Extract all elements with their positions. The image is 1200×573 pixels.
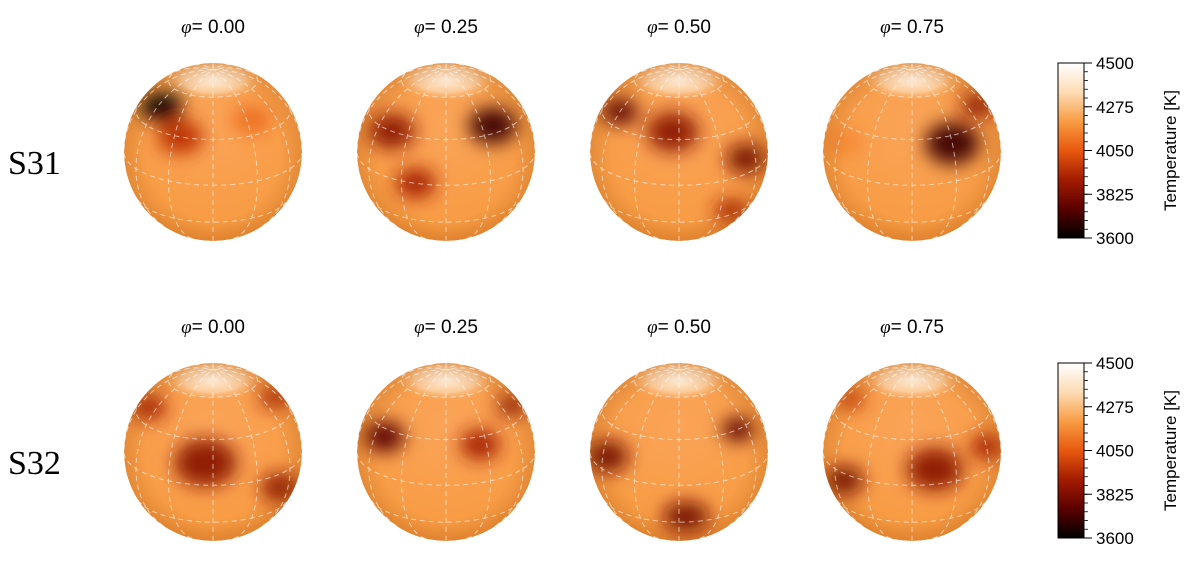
phase-label: φ= 0.75 xyxy=(880,17,944,38)
colorbar-tick-label: 3825 xyxy=(1096,485,1134,504)
colorbar-tick-label: 3600 xyxy=(1096,229,1134,248)
coordinate-grid xyxy=(590,363,768,541)
colorbar: 4500 4275 4050 3825 3600 Temperature [K] xyxy=(1057,54,1180,248)
colorbar-tick-label: 3600 xyxy=(1096,529,1134,548)
colorbar-tick-label: 4050 xyxy=(1096,442,1134,461)
coordinate-grid xyxy=(124,363,302,541)
row-label: S32 xyxy=(8,445,61,482)
coordinate-grid xyxy=(357,363,535,541)
phase-label: φ= 0.75 xyxy=(880,317,944,338)
phase-label: φ= 0.25 xyxy=(414,17,478,38)
colorbar-scale xyxy=(1057,62,1085,239)
phase-label: φ= 0.25 xyxy=(414,317,478,338)
row-label: S31 xyxy=(8,145,61,182)
colorbar-title: Temperature [K] xyxy=(1161,90,1180,211)
coordinate-grid xyxy=(357,63,535,241)
colorbar-title: Temperature [K] xyxy=(1161,390,1180,511)
colorbar-tick-label: 4275 xyxy=(1096,98,1134,117)
stellar-disk: φ= 0.25 xyxy=(357,17,535,241)
phase-label: φ= 0.50 xyxy=(647,317,711,338)
phase-label: φ= 0.00 xyxy=(181,317,245,338)
colorbar-tick-label: 4500 xyxy=(1096,54,1134,73)
phase-label: φ= 0.50 xyxy=(647,17,711,38)
colorbar-scale xyxy=(1057,362,1085,539)
coordinate-grid xyxy=(823,363,1001,541)
stellar-disk: φ= 0.50 xyxy=(590,317,768,541)
colorbar-tick-label: 4275 xyxy=(1096,398,1134,417)
phase-label: φ= 0.00 xyxy=(181,17,245,38)
stellar-disk: φ= 0.75 xyxy=(823,317,1001,541)
stellar-disk: φ= 0.00 xyxy=(124,17,302,241)
colorbar: 4500 4275 4050 3825 3600 Temperature [K] xyxy=(1057,354,1180,548)
coordinate-grid xyxy=(124,63,302,241)
coordinate-grid xyxy=(590,63,768,241)
colorbar-tick-label: 4050 xyxy=(1096,142,1134,161)
stellar-disk: φ= 0.50 xyxy=(590,17,768,241)
stellar-disk: φ= 0.25 xyxy=(357,317,535,541)
coordinate-grid xyxy=(823,63,1001,241)
stellar-disk: φ= 0.75 xyxy=(823,17,1001,241)
stellar-disk: φ= 0.00 xyxy=(124,317,302,541)
colorbar-tick-label: 4500 xyxy=(1096,354,1134,373)
colorbar-tick-label: 3825 xyxy=(1096,185,1134,204)
